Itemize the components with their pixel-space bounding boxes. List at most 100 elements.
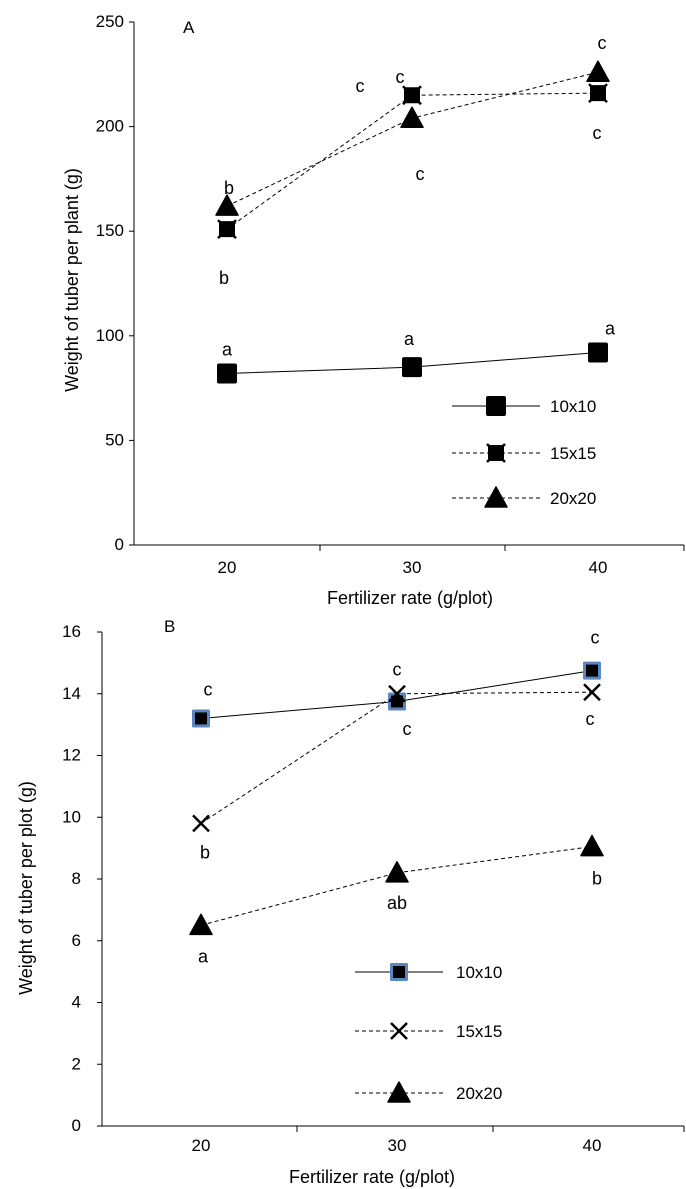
legend-label: 10x10 xyxy=(456,963,502,982)
data-point xyxy=(400,106,424,128)
legend-marker xyxy=(484,486,508,508)
significance-label: c xyxy=(593,123,602,143)
series-line xyxy=(200,691,593,824)
square-core xyxy=(222,224,232,235)
y-tick-label: 16 xyxy=(62,622,81,641)
data-point xyxy=(583,683,601,702)
square-core xyxy=(586,664,598,677)
data-point xyxy=(583,661,601,680)
triangle-marker xyxy=(400,106,424,128)
data-point xyxy=(217,219,237,239)
y-tick-label: 14 xyxy=(62,684,81,703)
chart-panel-A: 0 50 100 150 200 250 20 30 40 Fertilizer rate (g/… xyxy=(62,12,685,608)
y-axis-title: Weight of tuber per plant (g) xyxy=(62,168,82,392)
data-point xyxy=(586,60,610,82)
significance-label: a xyxy=(605,319,616,339)
x-tick-label: 40 xyxy=(583,1136,602,1155)
triangle-marker xyxy=(385,861,409,883)
legend-label: 15x15 xyxy=(456,1022,502,1041)
x-tick-label: 20 xyxy=(218,558,237,577)
legend-item: 10x10 xyxy=(452,396,596,416)
y-tick-label: 8 xyxy=(72,869,81,888)
x-tick-label: 20 xyxy=(192,1136,211,1155)
data-point xyxy=(217,363,237,384)
x-stroke xyxy=(192,814,210,833)
significance-label: a xyxy=(198,946,209,966)
significance-label: b xyxy=(200,842,210,862)
significance-label: c xyxy=(396,67,405,87)
significance-label: c xyxy=(586,709,595,729)
significance-label: b xyxy=(219,268,229,288)
significance-label: a xyxy=(404,329,415,349)
y-tick-label: 250 xyxy=(96,12,124,31)
y-tick-label: 150 xyxy=(96,221,124,240)
panel-label: A xyxy=(183,18,195,37)
y-tick-label: 4 xyxy=(72,993,81,1012)
data-point xyxy=(385,861,409,883)
legend-marker xyxy=(486,443,506,463)
square-core xyxy=(393,966,405,978)
significance-label: ab xyxy=(387,893,407,913)
square-marker xyxy=(486,396,506,416)
legend-item: 15x15 xyxy=(452,443,596,463)
significance-label: c xyxy=(598,33,607,53)
square-marker xyxy=(217,363,237,384)
significance-label: c xyxy=(393,659,402,679)
triangle-marker xyxy=(387,1081,411,1103)
significance-label: b xyxy=(592,869,602,889)
triangle-marker xyxy=(484,486,508,508)
legend-marker xyxy=(390,963,408,981)
legend-item: 15x15 xyxy=(355,1022,502,1041)
square-core xyxy=(407,90,417,101)
significance-label: c xyxy=(591,628,600,648)
series-line xyxy=(200,846,593,926)
significance-label: a xyxy=(222,339,233,359)
x-stroke xyxy=(390,1022,408,1040)
significance-label: c xyxy=(416,164,425,184)
triangle-marker xyxy=(189,913,213,936)
data-point xyxy=(192,814,210,833)
series-line xyxy=(226,92,599,230)
panel-label: B xyxy=(164,617,175,636)
x-tick-label: 30 xyxy=(388,1136,407,1155)
data-point xyxy=(402,357,422,378)
significance-label: b xyxy=(224,178,234,198)
x-tick-label: 30 xyxy=(403,558,422,577)
data-point xyxy=(402,85,422,106)
triangle-marker xyxy=(586,60,610,82)
legend: 10x10 15x15 20x20 xyxy=(452,396,596,508)
legend-label: 20x20 xyxy=(550,489,596,508)
square-core xyxy=(195,712,207,725)
significance-label: c xyxy=(356,76,365,96)
legend-item: 10x10 xyxy=(355,963,502,982)
y-tick-label: 6 xyxy=(72,931,81,950)
y-tick-label: 0 xyxy=(115,535,124,554)
legend-marker xyxy=(387,1081,411,1103)
data-point xyxy=(192,709,210,728)
x-tick-label: 40 xyxy=(589,558,608,577)
legend-marker xyxy=(390,1022,408,1040)
legend-item: 20x20 xyxy=(452,486,596,508)
x-axis-title: Fertilizer rate (g/plot) xyxy=(289,1167,455,1187)
data-point xyxy=(588,83,608,104)
legend-label: 20x20 xyxy=(456,1084,502,1103)
legend-label: 15x15 xyxy=(550,444,596,463)
y-axis-title: Weight of tuber per plot (g) xyxy=(16,781,36,995)
y-tick-label: 100 xyxy=(96,326,124,345)
legend-label: 10x10 xyxy=(550,397,596,416)
y-tick-label: 2 xyxy=(72,1054,81,1073)
legend-marker xyxy=(486,396,506,416)
y-tick-label: 50 xyxy=(105,430,124,449)
square-marker xyxy=(402,357,422,378)
data-point xyxy=(215,194,239,216)
x-stroke xyxy=(583,683,601,702)
y-tick-label: 0 xyxy=(72,1116,81,1135)
significance-label: c xyxy=(204,679,213,699)
triangle-marker xyxy=(215,194,239,216)
significance-label: c xyxy=(403,719,412,739)
x-axis-title: Fertilizer rate (g/plot) xyxy=(327,588,493,608)
data-point xyxy=(388,684,406,703)
triangle-marker xyxy=(580,834,604,857)
data-point xyxy=(189,913,213,936)
